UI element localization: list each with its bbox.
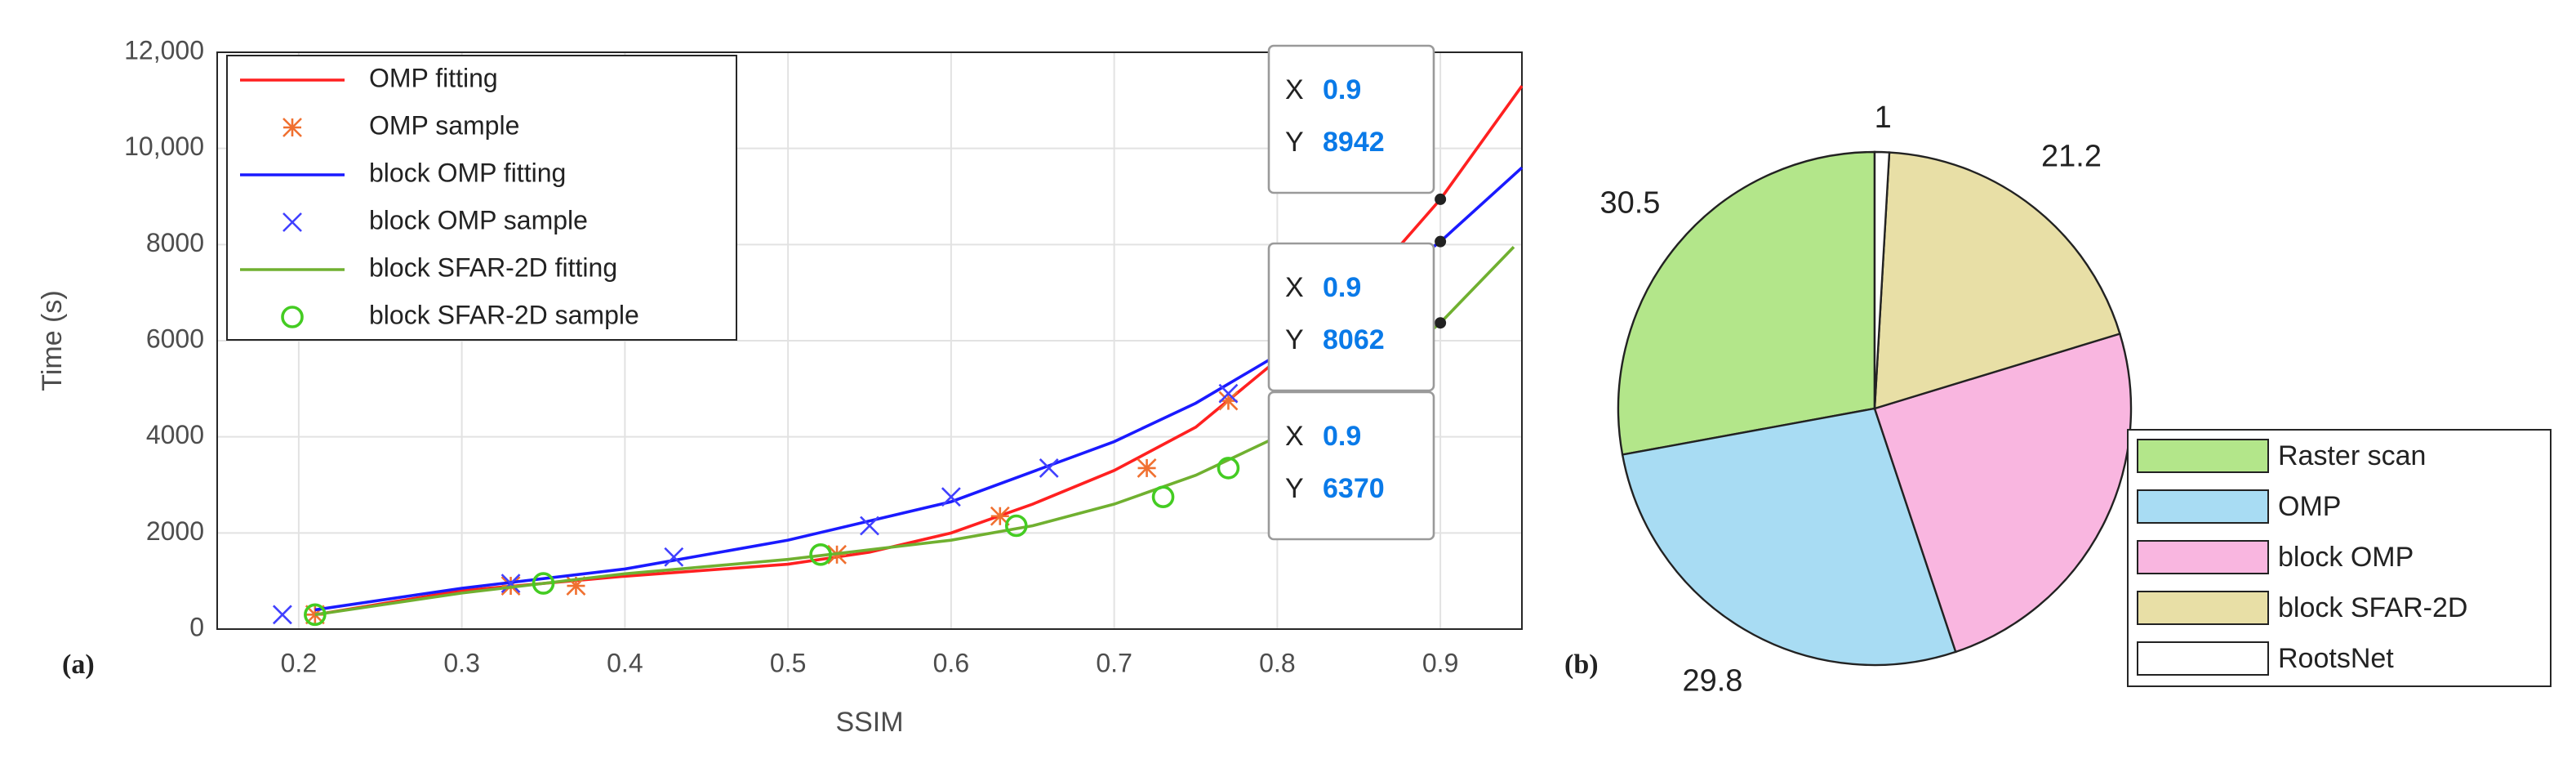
marker-circle: [1004, 514, 1028, 538]
x-tick-label: 0.6: [933, 648, 969, 677]
marker-circle: [1151, 485, 1175, 509]
legend-label: OMP sample: [369, 110, 519, 140]
legend-box: [226, 55, 737, 341]
data-point: [1217, 457, 1240, 480]
marker-stroke: [1039, 458, 1059, 478]
legend-label: block SFAR-2D sample: [369, 300, 639, 329]
pie-slice: [1873, 150, 1891, 409]
y-tick-label: 10,000: [124, 132, 204, 161]
data-point: [304, 603, 327, 627]
legend-label: block SFAR-2D fitting: [369, 252, 617, 282]
pie-slice: [1617, 150, 1876, 456]
y-tick-label: 6000: [146, 324, 204, 353]
legend-label: RootsNet: [2278, 643, 2394, 674]
legend-swatch: [2137, 540, 2269, 574]
x-tick-label: 0.3: [443, 648, 479, 677]
legend-swatch: [2137, 591, 2269, 625]
marker-stroke: [272, 605, 292, 625]
data-point: [1218, 383, 1239, 404]
datatip-dot: [1435, 317, 1447, 329]
datatip-y-label: Y: [1285, 473, 1304, 504]
pie-value-label: 29.8: [1682, 664, 1742, 699]
marker-circle: [532, 572, 555, 595]
datatip-box: [1267, 391, 1435, 541]
datatip-x-label: X: [1285, 421, 1304, 452]
marker-circle: [809, 543, 832, 566]
data-point: [941, 487, 961, 507]
pie-value-label: 21.2: [2041, 139, 2102, 173]
y-tick-label: 4000: [146, 420, 204, 449]
legend-label: block SFAR-2D: [2278, 592, 2467, 623]
datatip-x-label: X: [1285, 272, 1304, 303]
marker-stroke: [664, 547, 684, 567]
legend-label: Raster scan: [2278, 440, 2426, 471]
legend-swatch: [2137, 439, 2269, 473]
datatip-box: [1267, 242, 1435, 392]
pie-value-label: 30.5: [1599, 185, 1660, 220]
x-tick-label: 0.8: [1259, 648, 1295, 677]
data-point: [809, 543, 832, 566]
x-tick-label: 0.7: [1096, 648, 1132, 677]
data-point: [283, 118, 302, 137]
legend-label: block OMP fitting: [369, 158, 566, 187]
datatip-y-label: Y: [1285, 127, 1304, 158]
y-axis-label: Time (s): [37, 290, 68, 391]
legend-label: OMP: [2278, 491, 2341, 522]
data-point: [860, 516, 879, 536]
legend-swatch: [2137, 489, 2269, 524]
marker-circle: [1217, 457, 1240, 480]
panel-label: (b): [1564, 650, 1599, 680]
data-point: [281, 306, 304, 328]
pie-slice: [1873, 332, 2133, 654]
pie-slice: [1621, 407, 1957, 667]
y-tick-label: 2000: [146, 516, 204, 546]
legend-swatch: [2137, 641, 2269, 676]
data-point: [532, 572, 555, 595]
x-axis-label: SSIM: [835, 707, 903, 738]
marker-stroke: [1218, 383, 1239, 404]
data-point: [272, 605, 292, 625]
pie-value-label: 1: [1875, 100, 1892, 135]
x-tick-label: 0.4: [607, 648, 643, 677]
x-tick-label: 0.5: [770, 648, 806, 677]
datatip-x-value: 0.9: [1323, 74, 1361, 105]
pie-slice: [1873, 151, 2121, 410]
marker-stroke: [283, 212, 302, 232]
data-point: [1004, 514, 1028, 538]
x-tick-label: 0.2: [281, 648, 317, 677]
x-tick-label: 0.9: [1422, 648, 1458, 677]
datatip-y-value: 8942: [1323, 127, 1385, 158]
y-tick-label: 0: [189, 612, 204, 641]
marker-stroke: [860, 516, 879, 536]
marker-stroke: [941, 487, 961, 507]
datatip-y-value: 8062: [1323, 324, 1385, 355]
datatip-dot: [1435, 193, 1447, 205]
datatip-x-value: 0.9: [1323, 421, 1361, 452]
y-tick-label: 12,000: [124, 35, 204, 65]
legend-label: block OMP sample: [369, 205, 588, 234]
panel-label: (a): [62, 650, 95, 680]
y-tick-label: 8000: [146, 228, 204, 257]
datatip-dot: [1435, 235, 1447, 248]
legend-label: block OMP: [2278, 542, 2414, 573]
data-point: [1039, 458, 1059, 478]
data-point: [1137, 458, 1157, 478]
datatip-y-value: 6370: [1323, 473, 1385, 504]
datatip-box: [1267, 44, 1435, 194]
marker-circle: [281, 306, 304, 328]
marker-circle: [304, 603, 327, 627]
data-point: [283, 212, 302, 232]
datatip-y-label: Y: [1285, 324, 1304, 355]
legend-label: OMP fitting: [369, 63, 498, 92]
datatip-x-label: X: [1285, 74, 1304, 105]
data-point: [1151, 485, 1175, 509]
datatip-x-value: 0.9: [1323, 272, 1361, 303]
axes-box: [216, 51, 1523, 630]
data-point: [664, 547, 684, 567]
